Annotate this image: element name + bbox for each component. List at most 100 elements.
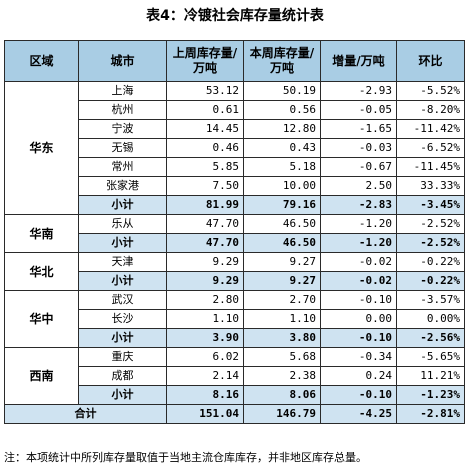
prev-week-cell: 5.85 xyxy=(166,157,244,177)
prev-week-cell: 1.10 xyxy=(166,309,244,329)
this-week-cell: 2.70 xyxy=(243,290,321,310)
delta-cell: -0.10 xyxy=(320,290,397,310)
ratio-cell: -5.52% xyxy=(396,81,465,101)
table-row: 西南 重庆 6.02 5.68 -0.34 -5.65% xyxy=(4,347,465,405)
header-prev-week: 上周库存量/万吨 xyxy=(166,40,244,82)
prev-week-cell: 14.45 xyxy=(166,119,244,139)
prev-week-cell: 6.02 xyxy=(166,347,244,367)
this-week-cell: 10.00 xyxy=(243,176,321,196)
ratio-cell: -5.65% xyxy=(396,347,465,367)
city-cell: 成都 xyxy=(78,366,167,386)
delta-cell: -0.03 xyxy=(320,138,397,158)
prev-week-cell: 47.70 xyxy=(166,214,244,234)
prev-week-cell: 0.61 xyxy=(166,100,244,120)
subtotal-delta: -0.10 xyxy=(320,328,397,348)
subtotal-prev: 8.16 xyxy=(166,385,244,405)
this-week-cell: 5.18 xyxy=(243,157,321,177)
subtotal-prev: 81.99 xyxy=(166,195,244,215)
delta-cell: -1.65 xyxy=(320,119,397,139)
subtotal-prev: 9.29 xyxy=(166,271,244,291)
header-this-week: 本周库存量/万吨 xyxy=(243,40,321,82)
table-row: 成都 2.14 2.38 0.24 11.21% xyxy=(5,366,465,386)
table-row: 常州 5.85 5.18 -0.67 -11.45% xyxy=(5,157,465,177)
prev-week-cell: 53.12 xyxy=(166,81,244,101)
header-city: 城市 xyxy=(78,40,167,82)
subtotal-prev: 3.90 xyxy=(166,328,244,348)
subtotal-curr: 79.16 xyxy=(243,195,321,215)
subtotal-curr: 3.80 xyxy=(243,328,321,348)
subtotal-label: 小计 xyxy=(78,385,167,405)
subtotal-row: 小计 47.70 46.50 -1.20 -2.52% xyxy=(5,233,465,253)
region-cell: 西南 xyxy=(4,347,79,405)
region-cell: 华北 xyxy=(4,252,79,291)
ratio-cell: -2.52% xyxy=(396,214,465,234)
total-curr: 146.79 xyxy=(243,404,321,424)
subtotal-row: 小计 9.29 9.27 -0.02 -0.22% xyxy=(5,271,465,291)
delta-cell: 2.50 xyxy=(320,176,397,196)
ratio-cell: 0.00% xyxy=(396,309,465,329)
delta-cell: -1.20 xyxy=(320,214,397,234)
region-cell: 华东 xyxy=(4,81,79,215)
ratio-cell: -3.57% xyxy=(396,290,465,310)
this-week-cell: 0.43 xyxy=(243,138,321,158)
subtotal-label: 小计 xyxy=(78,195,167,215)
ratio-cell: -8.20% xyxy=(396,100,465,120)
ratio-cell: -0.22% xyxy=(396,252,465,272)
subtotal-delta: -1.20 xyxy=(320,233,397,253)
city-cell: 张家港 xyxy=(78,176,167,196)
this-week-cell: 9.27 xyxy=(243,252,321,272)
this-week-cell: 0.56 xyxy=(243,100,321,120)
subtotal-ratio: -2.52% xyxy=(396,233,465,253)
this-week-cell: 2.38 xyxy=(243,366,321,386)
prev-week-cell: 2.80 xyxy=(166,290,244,310)
subtotal-row: 小计 8.16 8.06 -0.10 -1.23% xyxy=(5,385,465,405)
table-row: 华南 乐从 47.70 46.50 -1.20 -2.52% xyxy=(4,214,465,253)
total-delta: -4.25 xyxy=(320,404,397,424)
region-cell: 华南 xyxy=(4,214,79,253)
city-cell: 长沙 xyxy=(78,309,167,329)
this-week-cell: 46.50 xyxy=(243,214,321,234)
city-cell: 宁波 xyxy=(78,119,167,139)
this-week-cell: 5.68 xyxy=(243,347,321,367)
header-row: 区域 城市 上周库存量/万吨 本周库存量/万吨 增量/万吨 环比 xyxy=(4,40,465,82)
ratio-cell: -6.52% xyxy=(396,138,465,158)
delta-cell: 0.00 xyxy=(320,309,397,329)
delta-cell: -0.02 xyxy=(320,252,397,272)
subtotal-ratio: -0.22% xyxy=(396,271,465,291)
subtotal-curr: 46.50 xyxy=(243,233,321,253)
total-label: 合计 xyxy=(4,404,167,424)
this-week-cell: 50.19 xyxy=(243,81,321,101)
city-cell: 乐从 xyxy=(78,214,167,234)
city-cell: 无锡 xyxy=(78,138,167,158)
ratio-cell: 33.33% xyxy=(396,176,465,196)
delta-cell: -2.93 xyxy=(320,81,397,101)
subtotal-ratio: -3.45% xyxy=(396,195,465,215)
delta-cell: -0.34 xyxy=(320,347,397,367)
table-row: 华中 武汉 2.80 2.70 -0.10 -3.57% xyxy=(4,290,465,348)
city-cell: 杭州 xyxy=(78,100,167,120)
subtotal-label: 小计 xyxy=(78,233,167,253)
table-row: 华东 上海 53.12 50.19 -2.93 -5.52% xyxy=(4,81,465,215)
this-week-cell: 12.80 xyxy=(243,119,321,139)
delta-cell: 0.24 xyxy=(320,366,397,386)
subtotal-delta: -0.10 xyxy=(320,385,397,405)
subtotal-curr: 9.27 xyxy=(243,271,321,291)
header-ratio: 环比 xyxy=(396,40,465,82)
footnote: 注：本项统计中所列库存量取值于当地主流仓库库存，并非地区库存总量。 xyxy=(4,451,367,464)
table-row: 华北 天津 9.29 9.27 -0.02 -0.22% xyxy=(4,252,465,291)
table-title: 表4：冷镀社会库存量统计表 xyxy=(146,8,324,24)
prev-week-cell: 9.29 xyxy=(166,252,244,272)
delta-cell: -0.67 xyxy=(320,157,397,177)
city-cell: 天津 xyxy=(78,252,167,272)
city-cell: 常州 xyxy=(78,157,167,177)
ratio-cell: 11.21% xyxy=(396,366,465,386)
subtotal-label: 小计 xyxy=(78,271,167,291)
subtotal-ratio: -2.56% xyxy=(396,328,465,348)
inventory-table: 区域 城市 上周库存量/万吨 本周库存量/万吨 增量/万吨 环比 华东 上海 53.… xyxy=(4,40,465,424)
total-ratio: -2.81% xyxy=(396,404,465,424)
delta-cell: -0.05 xyxy=(320,100,397,120)
ratio-cell: -11.42% xyxy=(396,119,465,139)
subtotal-delta: -0.02 xyxy=(320,271,397,291)
table-row: 无锡 0.46 0.43 -0.03 -6.52% xyxy=(5,138,465,158)
table-row: 长沙 1.10 1.10 0.00 0.00% xyxy=(5,309,465,329)
